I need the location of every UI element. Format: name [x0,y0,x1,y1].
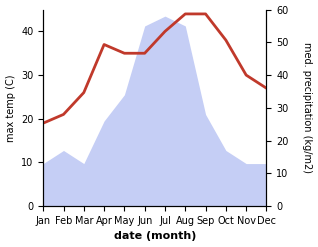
X-axis label: date (month): date (month) [114,231,196,242]
Y-axis label: max temp (C): max temp (C) [5,74,16,142]
Y-axis label: med. precipitation (kg/m2): med. precipitation (kg/m2) [302,42,313,173]
